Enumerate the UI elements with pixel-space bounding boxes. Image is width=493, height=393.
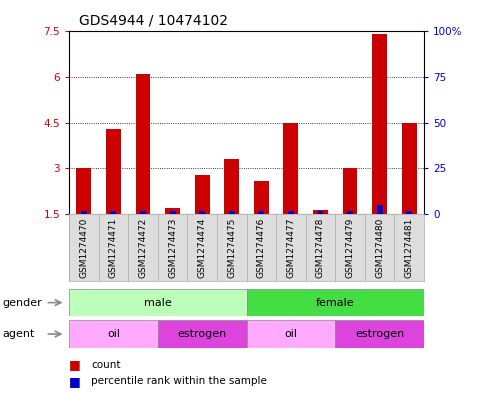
Bar	[106, 129, 121, 214]
Text: count: count	[91, 360, 121, 370]
Text: GSM1274479: GSM1274479	[346, 218, 354, 278]
Bar	[110, 211, 116, 214]
Bar	[288, 211, 294, 214]
Bar	[229, 211, 235, 214]
Text: GSM1274477: GSM1274477	[286, 218, 295, 278]
Text: estrogen: estrogen	[355, 329, 404, 339]
Text: GSM1274470: GSM1274470	[79, 218, 88, 278]
Bar	[343, 169, 357, 214]
Bar	[195, 174, 210, 214]
Bar	[136, 74, 150, 214]
Text: GSM1274473: GSM1274473	[168, 218, 177, 278]
Bar	[69, 320, 158, 348]
Bar	[335, 320, 424, 348]
Bar	[199, 211, 205, 214]
Bar	[246, 289, 424, 316]
Text: GSM1274480: GSM1274480	[375, 218, 384, 278]
Text: gender: gender	[2, 298, 42, 308]
Text: GSM1274471: GSM1274471	[109, 218, 118, 278]
Text: ■: ■	[69, 358, 81, 371]
Bar	[283, 123, 298, 214]
Bar	[76, 169, 91, 214]
Text: estrogen: estrogen	[177, 329, 227, 339]
Bar	[347, 211, 353, 214]
Bar	[317, 211, 323, 214]
Bar	[140, 211, 146, 214]
Text: male: male	[144, 298, 172, 308]
Text: GSM1274476: GSM1274476	[257, 218, 266, 278]
Bar	[406, 211, 412, 214]
Bar	[377, 205, 383, 214]
Text: GSM1274481: GSM1274481	[405, 218, 414, 278]
Bar	[402, 123, 417, 214]
Text: GSM1274472: GSM1274472	[139, 218, 147, 278]
Text: ■: ■	[69, 375, 81, 388]
Bar	[258, 211, 264, 214]
Bar	[372, 35, 387, 214]
Bar	[158, 320, 246, 348]
Text: GSM1274474: GSM1274474	[198, 218, 207, 278]
Bar	[224, 160, 239, 214]
Bar	[170, 211, 176, 214]
Text: GDS4944 / 10474102: GDS4944 / 10474102	[79, 14, 228, 28]
Text: percentile rank within the sample: percentile rank within the sample	[91, 376, 267, 386]
Bar	[254, 181, 269, 214]
Bar	[165, 208, 180, 214]
Text: GSM1274478: GSM1274478	[316, 218, 325, 278]
Bar	[246, 320, 335, 348]
Text: oil: oil	[107, 329, 120, 339]
Text: GSM1274475: GSM1274475	[227, 218, 236, 278]
Bar	[69, 289, 246, 316]
Bar	[313, 209, 328, 214]
Text: oil: oil	[284, 329, 297, 339]
Bar	[81, 211, 87, 214]
Text: female: female	[316, 298, 354, 308]
Text: agent: agent	[2, 329, 35, 339]
